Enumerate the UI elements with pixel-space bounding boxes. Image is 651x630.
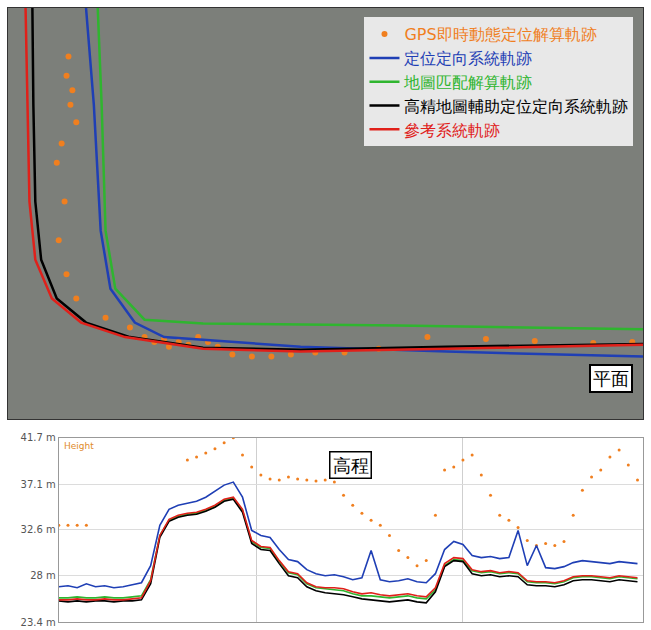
svg-text:32.6 m: 32.6 m — [21, 524, 56, 535]
svg-text:28 m: 28 m — [30, 570, 56, 581]
svg-text:平面: 平面 — [593, 368, 629, 389]
svg-text:定位定向系統軌跡: 定位定向系統軌跡 — [404, 49, 532, 68]
svg-text:41.7 m: 41.7 m — [21, 432, 56, 443]
svg-text:地圖匹配解算軌跡: 地圖匹配解算軌跡 — [403, 73, 532, 92]
svg-text:參考系統軌跡: 參考系統軌跡 — [404, 121, 500, 140]
svg-text:Height: Height — [64, 441, 94, 451]
svg-text:37.1 m: 37.1 m — [21, 479, 56, 490]
svg-text:GPS即時動態定位解算軌跡: GPS即時動態定位解算軌跡 — [404, 25, 596, 44]
svg-text:23.4 m: 23.4 m — [21, 617, 56, 628]
svg-text:高精地圖輔助定位定向系統軌跡: 高精地圖輔助定位定向系統軌跡 — [404, 97, 628, 116]
svg-text:高程: 高程 — [333, 455, 369, 476]
